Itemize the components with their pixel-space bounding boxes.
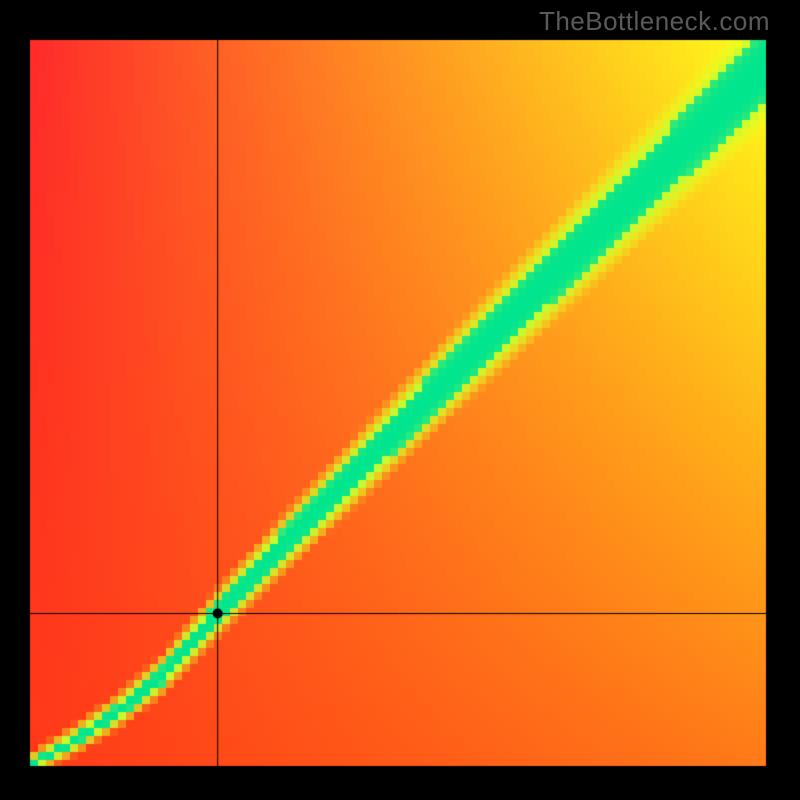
watermark-label: TheBottleneck.com bbox=[539, 6, 770, 37]
bottleneck-heatmap bbox=[0, 0, 800, 800]
